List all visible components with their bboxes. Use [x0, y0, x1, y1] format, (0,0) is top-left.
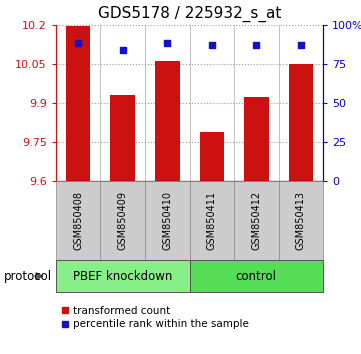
Point [75, 41, 81, 46]
Bar [190, 181, 234, 260]
Legend: transformed count, percentile rank within the sample: transformed count, percentile rank withi… [61, 306, 248, 329]
Point [298, 42, 304, 48]
Text: GSM850413: GSM850413 [296, 191, 306, 250]
Text: GSM850409: GSM850409 [118, 191, 128, 250]
Bar [56, 181, 100, 260]
Text: PBEF knockdown: PBEF knockdown [73, 270, 173, 282]
Bar [110, 95, 135, 181]
Text: GSM850408: GSM850408 [73, 191, 83, 250]
Bar [145, 181, 190, 260]
Bar [155, 61, 179, 181]
Title: GDS5178 / 225932_s_at: GDS5178 / 225932_s_at [98, 6, 281, 22]
Bar [66, 25, 91, 181]
Point [164, 41, 170, 46]
Bar [200, 132, 224, 181]
Text: GSM850412: GSM850412 [251, 191, 261, 250]
Text: control: control [236, 270, 277, 282]
Bar [244, 97, 269, 181]
Bar [56, 260, 190, 292]
Bar [190, 260, 323, 292]
Point [253, 42, 259, 48]
Bar [288, 64, 313, 181]
Text: GSM850411: GSM850411 [207, 191, 217, 250]
Bar [234, 181, 279, 260]
Bar [100, 181, 145, 260]
Bar [279, 181, 323, 260]
Point [209, 42, 215, 48]
Text: protocol: protocol [4, 270, 52, 282]
Point [120, 47, 126, 52]
Text: GSM850410: GSM850410 [162, 191, 172, 250]
